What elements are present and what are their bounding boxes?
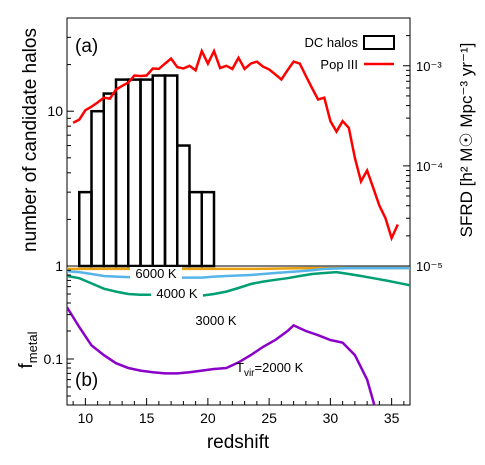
legend: DC halos Pop III xyxy=(305,35,395,72)
annotation-value: =2000 K xyxy=(255,360,304,375)
x-tick-label: 20 xyxy=(200,410,216,426)
annotation-4000-k: 4000 K xyxy=(156,286,198,301)
histogram-bar xyxy=(151,74,167,268)
annotation-6000-k: 6000 K xyxy=(135,266,177,281)
pop-iii-series-line xyxy=(72,47,399,242)
panel-a-label: (a) xyxy=(75,36,98,57)
annotation-t-vir-2000-k: Tvir=2000 K xyxy=(236,360,304,379)
f-metal-label-subscript: metal xyxy=(25,331,40,363)
histogram-bar xyxy=(139,78,154,268)
f-metal-axis-label: fmetal xyxy=(16,331,40,368)
x-tick-label: 15 xyxy=(139,410,155,426)
histogram-bar xyxy=(102,92,118,268)
right-tick-label: 10⁻⁴ xyxy=(416,159,443,174)
panel-a-frame xyxy=(66,17,411,267)
annotation-background xyxy=(151,287,203,301)
left-tick-label: 10 xyxy=(47,103,63,119)
legend-dc-halos-swatch xyxy=(363,35,395,50)
f-metal-line-3000-k xyxy=(67,270,410,297)
panel-a-ticks: 1 10 10⁻⁵ 10⁻⁴ 10⁻³ xyxy=(47,17,443,274)
x-tick-label: 30 xyxy=(323,410,339,426)
panel-a-border xyxy=(66,17,411,267)
right-tick-label: 10⁻⁵ xyxy=(416,259,443,274)
f-metal-clipped-group xyxy=(67,266,410,405)
histogram-bar xyxy=(176,144,191,268)
histogram-bar xyxy=(127,78,142,268)
histogram-bar xyxy=(90,109,105,268)
left-axis-label: number of candidate halos xyxy=(20,28,41,252)
dc-halos-histogram xyxy=(78,74,216,268)
f-metal-tick-label: 0.1 xyxy=(44,351,64,367)
histogram-bar xyxy=(78,190,93,268)
legend-dc-halos-label: DC halos xyxy=(305,35,359,50)
x-tick-label: 10 xyxy=(78,410,94,426)
panel-b-ticks: 10 15 20 25 30 35 0.1 xyxy=(44,269,405,426)
panel-b-annotations: 6000 K 4000 K 3000 K Tvir=2000 K xyxy=(130,266,304,379)
pop-iii-sfrd-line xyxy=(72,47,399,242)
histogram-bar xyxy=(114,78,130,268)
annotation-background xyxy=(130,267,182,281)
f-metal-lines xyxy=(67,266,410,405)
right-axis-label: SFRD [h² M☉ Mpc⁻³ yr⁻¹] xyxy=(457,43,476,238)
panel-b-border xyxy=(66,265,411,406)
f-metal-line-4000-k xyxy=(67,266,410,279)
x-tick-label: 35 xyxy=(384,410,400,426)
right-tick-label: 10⁻³ xyxy=(416,59,442,74)
x-axis-label: redshift xyxy=(207,432,270,453)
histogram-bar xyxy=(163,74,179,268)
left-tick-label: 1 xyxy=(55,258,63,274)
panel-b-frame xyxy=(66,265,411,406)
f-metal-label-base: f xyxy=(16,363,37,369)
x-tick-label: 25 xyxy=(261,410,277,426)
panel-b-label: (b) xyxy=(75,370,98,391)
f-metal-line-t-vir-2000-k xyxy=(67,306,376,405)
annotation-3000-k: 3000 K xyxy=(195,313,237,328)
histogram-bar xyxy=(188,190,203,268)
legend-pop-iii-label: Pop III xyxy=(320,57,358,72)
annotation-base: T xyxy=(236,360,244,375)
annotation-subscript: vir xyxy=(244,368,255,379)
histogram-bar xyxy=(200,190,216,268)
